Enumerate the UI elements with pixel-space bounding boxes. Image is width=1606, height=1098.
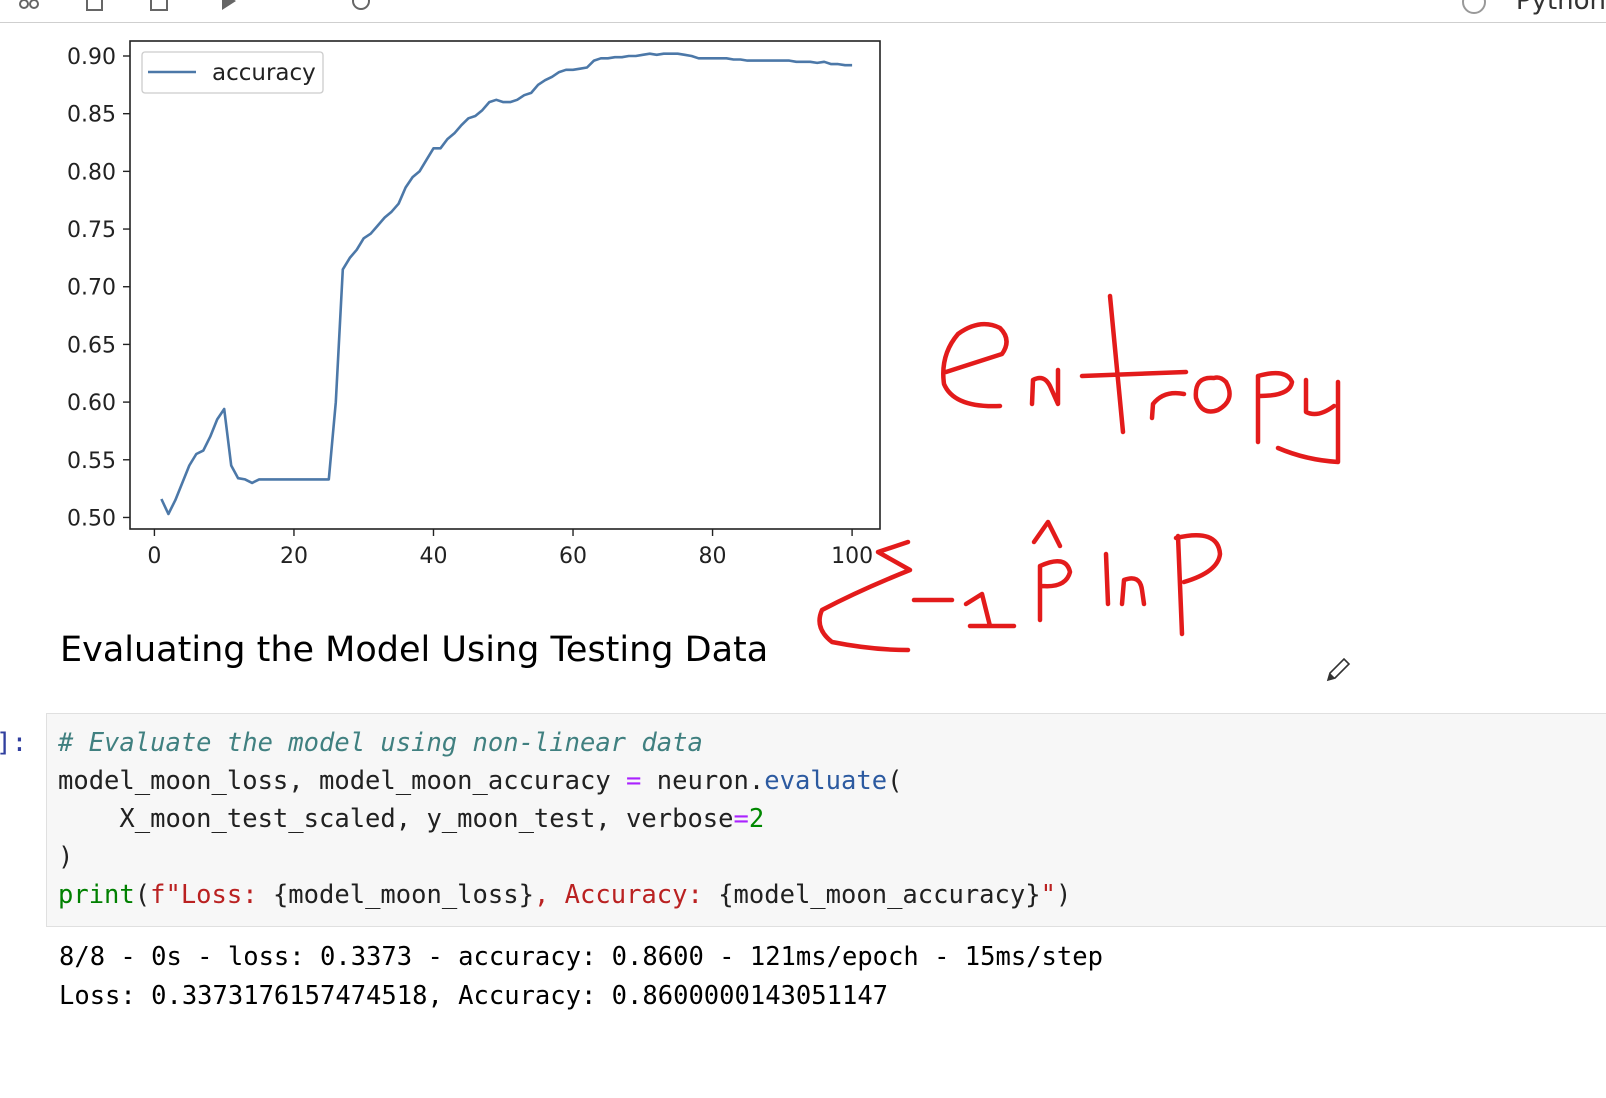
next-heading-partial: [60, 1062, 380, 1072]
y-tick-label: 0.80: [67, 160, 116, 185]
y-tick-label: 0.90: [67, 45, 116, 70]
series-line-accuracy: [160, 52, 853, 516]
code-cell[interactable]: # Evaluate the model using non-linear da…: [46, 713, 1606, 927]
kernel-status-icon: [1462, 0, 1486, 14]
ink-entropy-p: [1255, 370, 1295, 445]
legend: accuracy: [141, 51, 324, 94]
output-line-2: Loss: 0.3373176157474518, Accuracy: 0.86…: [59, 981, 889, 1011]
ink-entropy-y: [1275, 377, 1341, 465]
ink-entropy-n: [1029, 367, 1061, 407]
code-editor[interactable]: # Evaluate the model using non-linear da…: [47, 714, 1606, 914]
y-tick-label: 0.85: [67, 103, 116, 128]
plot-area: [129, 40, 881, 530]
x-tick-label: 80: [699, 544, 727, 569]
code-line-1: # Evaluate the model using non-linear da…: [58, 728, 703, 758]
cell-output: 8/8 - 0s - loss: 0.3373 - accuracy: 0.86…: [46, 938, 1546, 1016]
y-tick-label: 0.55: [67, 449, 116, 474]
run-icon[interactable]: [218, 0, 240, 12]
kernel-name: Python: [1515, 0, 1606, 16]
ink-hat: [1031, 519, 1063, 549]
y-tick-label: 0.60: [67, 391, 116, 416]
accuracy-chart: 0.50 0.55 0.60 0.65 0.70 0.75 0.80 0.85 0.90 0 20…: [67, 40, 881, 569]
pencil-icon: [1326, 657, 1351, 682]
x-tick-label: 20: [280, 544, 308, 569]
section-heading: Evaluating the Model Using Testing Data: [60, 630, 769, 670]
x-tick-label: 40: [419, 544, 447, 569]
y-tick-label: 0.70: [67, 276, 116, 301]
x-tick-label: 0: [147, 544, 161, 569]
copy-icon[interactable]: [84, 0, 106, 12]
cut-icon[interactable]: [18, 0, 40, 12]
cell-prompt: ]:: [0, 728, 28, 758]
paste-icon[interactable]: [148, 0, 170, 12]
ink-one: [963, 591, 1017, 629]
legend-label-accuracy: accuracy: [212, 60, 316, 86]
ink-entropy-e: [941, 321, 1009, 409]
output-line-1: 8/8 - 0s - loss: 0.3373 - accuracy: 0.86…: [59, 942, 1103, 972]
ink-entropy-o: [1193, 375, 1232, 414]
ink-p-hat-2: [1173, 533, 1223, 637]
code-line-4: ): [58, 842, 74, 872]
notebook-toolbar: Python: [0, 0, 1606, 23]
x-tick-label: 100: [831, 544, 873, 569]
y-tick-label: 0.65: [67, 333, 116, 358]
ink-entropy-r: [1149, 390, 1187, 421]
code-line-2: model_moon_loss, model_moon_accuracy = n…: [58, 766, 903, 796]
code-line-5: print(f"Loss: {model_moon_loss}, Accurac…: [58, 880, 1072, 910]
code-line-3: X_moon_test_scaled, y_moon_test, verbose…: [58, 804, 765, 834]
x-tick-label: 60: [559, 544, 587, 569]
ink-ln: [1103, 551, 1147, 607]
y-tick-label: 0.50: [67, 506, 116, 531]
y-tick-label: 0.75: [67, 218, 116, 243]
ink-entropy-t: [1079, 293, 1189, 435]
legend-frame: [141, 51, 324, 94]
refresh-icon[interactable]: [350, 0, 372, 12]
ink-p-hat: [1037, 558, 1073, 623]
